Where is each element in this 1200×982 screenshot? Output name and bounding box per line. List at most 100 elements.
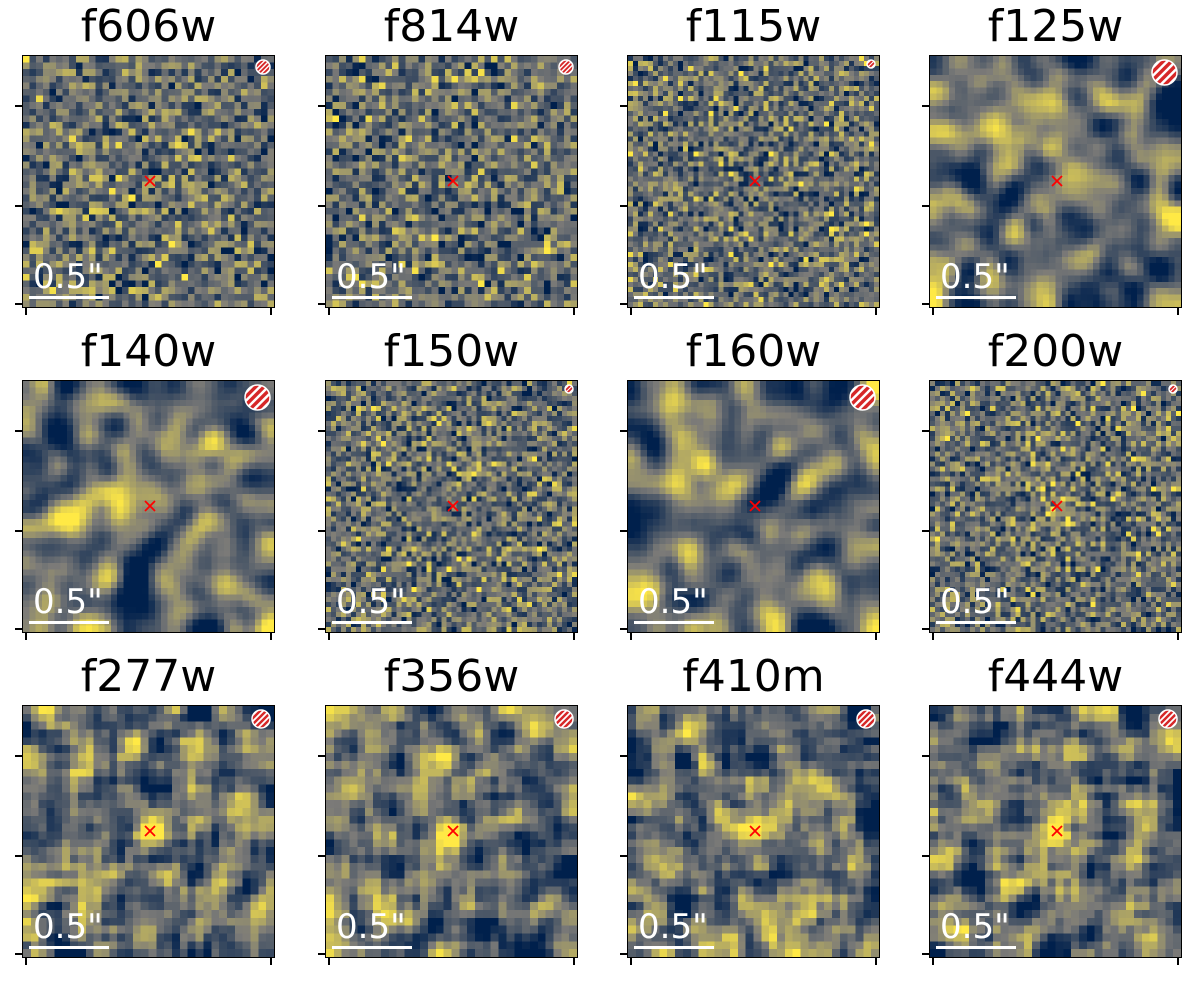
axis-tick — [318, 755, 325, 757]
scalebar-line — [936, 296, 1016, 299]
panel-title: f356w — [383, 651, 520, 702]
panel-title: f410m — [682, 651, 825, 702]
cutout-panel-f606w: f606w 0.5" — [15, 1, 275, 315]
axis-tick — [620, 530, 627, 532]
axis-tick — [15, 205, 22, 207]
axis-tick — [15, 755, 22, 757]
cutout-image: 0.5" — [929, 380, 1182, 633]
scalebar-line — [29, 946, 109, 949]
scalebar-label: 0.5" — [336, 257, 406, 297]
scalebar-label: 0.5" — [336, 907, 406, 947]
psf-beam-icon — [849, 384, 876, 411]
axis-tick — [620, 205, 627, 207]
cutout-panel-f200w: f200w 0.5" — [922, 326, 1182, 640]
scalebar-line — [332, 621, 412, 624]
scalebar-label: 0.5" — [33, 257, 103, 297]
target-marker-icon — [144, 500, 156, 512]
cutout-image: 0.5" — [627, 380, 880, 633]
axis-tick — [932, 633, 934, 640]
axis-tick — [922, 205, 929, 207]
cutout-panel-f356w: f356w 0.5" — [318, 651, 578, 965]
axis-tick — [318, 430, 325, 432]
cutout-panel-f150w: f150w 0.5" — [318, 326, 578, 640]
target-marker-icon — [447, 500, 459, 512]
scalebar-label: 0.5" — [638, 907, 708, 947]
panel-title: f200w — [987, 326, 1124, 377]
panel-title: f125w — [987, 1, 1124, 52]
axis-tick — [270, 958, 272, 965]
axis-tick — [328, 958, 330, 965]
axis-tick — [922, 755, 929, 757]
axis-tick — [318, 530, 325, 532]
scalebar-line — [332, 296, 412, 299]
axis-tick — [922, 628, 929, 630]
cutout-image: 0.5" — [325, 705, 578, 958]
cutout-panel-f410m: f410m 0.5" — [620, 651, 880, 965]
axis-tick — [922, 855, 929, 857]
cutout-image: 0.5" — [627, 55, 880, 308]
axis-tick — [318, 303, 325, 305]
scalebar-line — [634, 621, 714, 624]
axis-tick — [875, 958, 877, 965]
axis-tick — [875, 308, 877, 315]
cutout-image: 0.5" — [627, 705, 880, 958]
axis-tick — [620, 755, 627, 757]
cutout-panel-f160w: f160w 0.5" — [620, 326, 880, 640]
cutout-image: 0.5" — [325, 55, 578, 308]
axis-tick — [25, 633, 27, 640]
panel-title: f606w — [80, 1, 217, 52]
axis-tick — [932, 958, 934, 965]
axis-tick — [25, 308, 27, 315]
axis-tick — [573, 633, 575, 640]
axis-tick — [922, 105, 929, 107]
scalebar-label: 0.5" — [940, 582, 1010, 622]
axis-tick — [620, 303, 627, 305]
cutout-panel-f115w: f115w 0.5" — [620, 1, 880, 315]
axis-tick — [922, 303, 929, 305]
cutout-image: 0.5" — [929, 705, 1182, 958]
psf-beam-icon — [244, 384, 271, 411]
cutout-image: 0.5" — [22, 380, 275, 633]
panel-title: f444w — [987, 651, 1124, 702]
panel-title: f115w — [685, 1, 822, 52]
axis-tick — [15, 953, 22, 955]
panel-title: f277w — [80, 651, 217, 702]
scalebar-label: 0.5" — [336, 582, 406, 622]
axis-tick — [573, 958, 575, 965]
axis-tick — [15, 105, 22, 107]
axis-tick — [318, 105, 325, 107]
axis-tick — [875, 633, 877, 640]
scalebar-label: 0.5" — [638, 257, 708, 297]
axis-tick — [620, 855, 627, 857]
axis-tick — [630, 308, 632, 315]
cutout-panel-f140w: f140w 0.5" — [15, 326, 275, 640]
axis-tick — [328, 308, 330, 315]
scalebar-line — [936, 621, 1016, 624]
target-marker-icon — [447, 825, 459, 837]
psf-beam-icon — [558, 59, 574, 75]
axis-tick — [620, 953, 627, 955]
axis-tick — [630, 958, 632, 965]
scalebar-line — [332, 946, 412, 949]
cutout-panel-f125w: f125w 0.5" — [922, 1, 1182, 315]
axis-tick — [15, 628, 22, 630]
target-marker-icon — [144, 825, 156, 837]
axis-tick — [1177, 958, 1179, 965]
psf-beam-icon — [856, 709, 876, 729]
axis-tick — [1177, 308, 1179, 315]
psf-beam-icon — [251, 709, 271, 729]
cutout-panel-f444w: f444w 0.5" — [922, 651, 1182, 965]
axis-tick — [15, 303, 22, 305]
axis-tick — [922, 530, 929, 532]
psf-beam-icon — [1151, 59, 1178, 86]
axis-tick — [573, 308, 575, 315]
scalebar-label: 0.5" — [33, 907, 103, 947]
axis-tick — [15, 855, 22, 857]
cutout-panel-f277w: f277w 0.5" — [15, 651, 275, 965]
scalebar-line — [634, 946, 714, 949]
target-marker-icon — [749, 175, 761, 187]
axis-tick — [620, 628, 627, 630]
panel-title: f140w — [80, 326, 217, 377]
target-marker-icon — [144, 175, 156, 187]
axis-tick — [922, 953, 929, 955]
